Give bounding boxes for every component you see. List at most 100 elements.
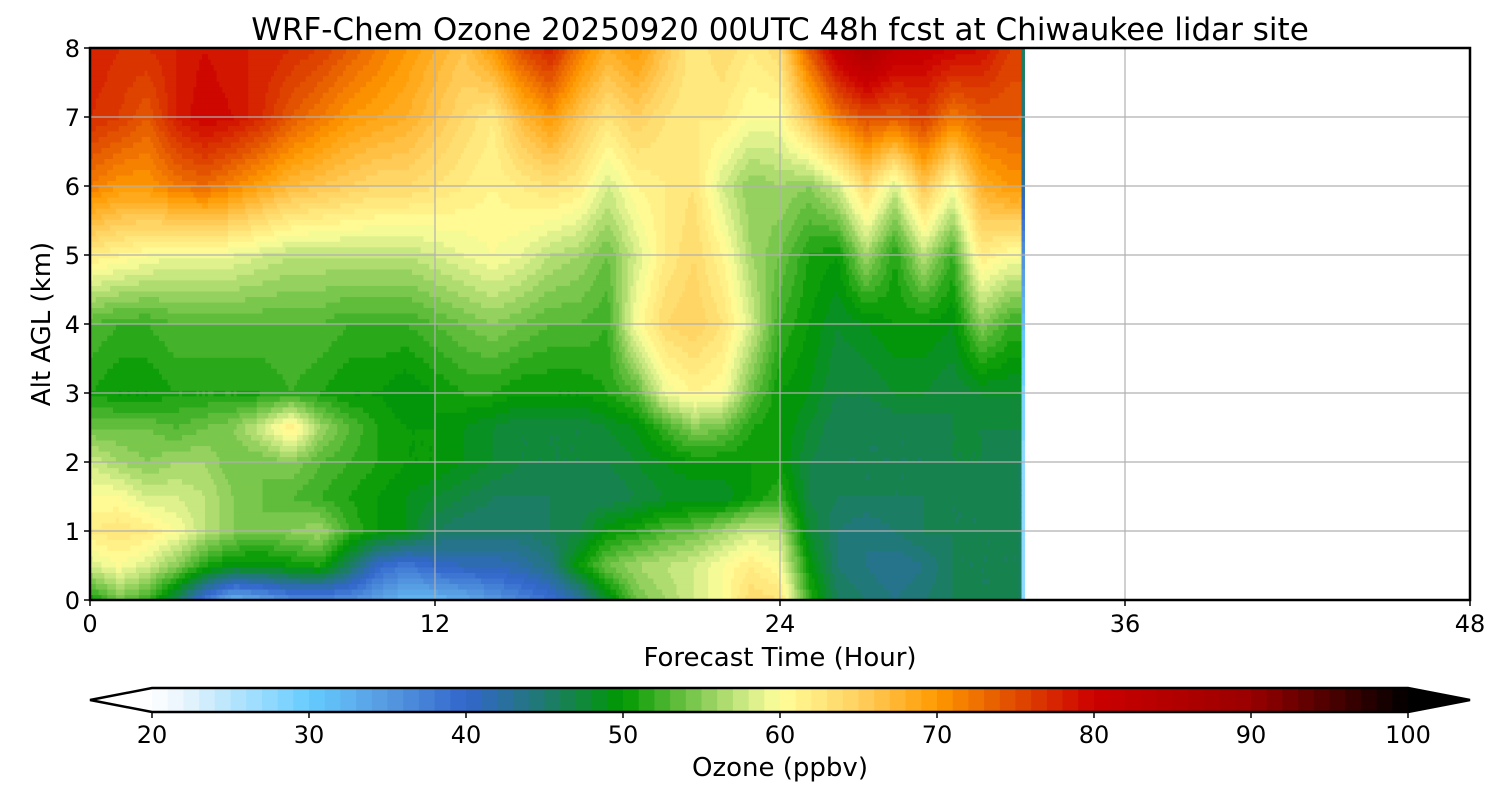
heatmap-cell (966, 351, 977, 358)
heatmap-cell (964, 296, 968, 303)
heatmap-cell (992, 180, 1008, 187)
heatmap-cell (153, 533, 166, 540)
heatmap-cell (849, 141, 856, 148)
heatmap-cell (518, 561, 534, 568)
heatmap-cell (449, 379, 511, 386)
heatmap-cell (823, 572, 830, 579)
heatmap-cell (918, 130, 928, 137)
heatmap-cell (337, 395, 384, 402)
heatmap-cell (941, 136, 948, 143)
heatmap-cell (831, 594, 839, 601)
heatmap-cell (366, 147, 410, 154)
heatmap-cell (900, 224, 905, 231)
heatmap-cell (716, 434, 735, 441)
heatmap-cell (886, 230, 893, 237)
heatmap-cell (915, 163, 922, 171)
heatmap-cell (964, 163, 971, 171)
heatmap-cell (452, 274, 482, 281)
heatmap-cell (633, 368, 640, 375)
heatmap-cell (716, 329, 726, 336)
heatmap-cell (665, 202, 689, 209)
heatmap-cell (521, 141, 537, 148)
heatmap-cell (739, 257, 747, 264)
heatmap-cell (555, 434, 560, 441)
heatmap-cell (647, 296, 657, 303)
heatmap-cell (788, 544, 793, 551)
heatmap-cell (561, 213, 583, 220)
heatmap-cell (107, 169, 134, 176)
heatmap-cell (383, 572, 399, 579)
heatmap-cell (458, 462, 488, 469)
heatmap-cell (624, 445, 646, 452)
heatmap-cell (176, 147, 195, 154)
heatmap-cell (860, 285, 876, 292)
heatmap-cell (828, 125, 836, 132)
heatmap-cell (414, 373, 445, 380)
heatmap-cell (443, 373, 522, 380)
heatmap-cell (754, 324, 761, 331)
heatmap-cell (662, 329, 680, 336)
heatmap-cell (90, 462, 94, 469)
heatmap-cell (308, 478, 333, 485)
heatmap-cell (1021, 373, 1025, 380)
heatmap-cell (550, 517, 586, 524)
heatmap-cell (742, 368, 749, 375)
heatmap-cell (357, 417, 376, 424)
heatmap-cell (800, 296, 816, 303)
heatmap-cell (616, 202, 626, 209)
heatmap-cell (213, 583, 220, 590)
heatmap-cell (808, 566, 816, 573)
heatmap-cell (1004, 346, 1023, 353)
heatmap-cell (708, 566, 724, 573)
heatmap-cell (780, 445, 793, 452)
heatmap-cell (972, 312, 979, 320)
heatmap-cell (745, 340, 752, 347)
heatmap-cell (532, 351, 611, 358)
heatmap-cell (483, 588, 502, 596)
heatmap-cell (961, 180, 968, 187)
heatmap-cell (1001, 362, 1023, 369)
heatmap-cell (325, 301, 425, 309)
heatmap-cell (121, 561, 137, 568)
heatmap-cell (604, 174, 611, 182)
heatmap-cell (1018, 594, 1023, 601)
heatmap-cell (527, 555, 545, 562)
heatmap-cell (797, 235, 810, 242)
heatmap-cell (794, 423, 810, 430)
heatmap-cell (961, 125, 971, 132)
heatmap-cell (742, 307, 749, 314)
heatmap-cell (322, 544, 333, 551)
heatmap-cell (820, 583, 827, 590)
heatmap-cell (736, 368, 744, 375)
heatmap-cell (909, 125, 922, 132)
heatmap-cell (734, 285, 741, 292)
heatmap-cell (481, 577, 505, 585)
heatmap-cell (202, 583, 206, 590)
heatmap-cell (417, 456, 430, 463)
heatmap-cell (780, 285, 793, 292)
heatmap-cell (823, 141, 830, 148)
heatmap-cell (929, 230, 936, 237)
heatmap-cell (961, 230, 965, 237)
heatmap-cell (299, 577, 324, 585)
heatmap-cell (860, 235, 873, 242)
heatmap-cell (800, 125, 810, 132)
heatmap-cell (782, 351, 801, 358)
heatmap-cell (739, 169, 795, 176)
heatmap-cell (138, 572, 151, 579)
heatmap-cell (826, 555, 833, 562)
heatmap-cell (748, 384, 755, 391)
heatmap-cell (762, 395, 772, 402)
heatmap-cell (693, 583, 709, 590)
heatmap-cell (196, 583, 203, 590)
heatmap-cell (207, 555, 223, 562)
heatmap-cell (90, 550, 100, 557)
heatmap-cell (722, 384, 729, 391)
heatmap-cell (946, 208, 956, 215)
heatmap-cell (736, 174, 749, 182)
heatmap-cell (817, 351, 833, 358)
heatmap-cell (840, 125, 850, 132)
heatmap-cell (984, 307, 997, 314)
heatmap-cell (762, 335, 770, 342)
heatmap-cell (1018, 500, 1023, 507)
